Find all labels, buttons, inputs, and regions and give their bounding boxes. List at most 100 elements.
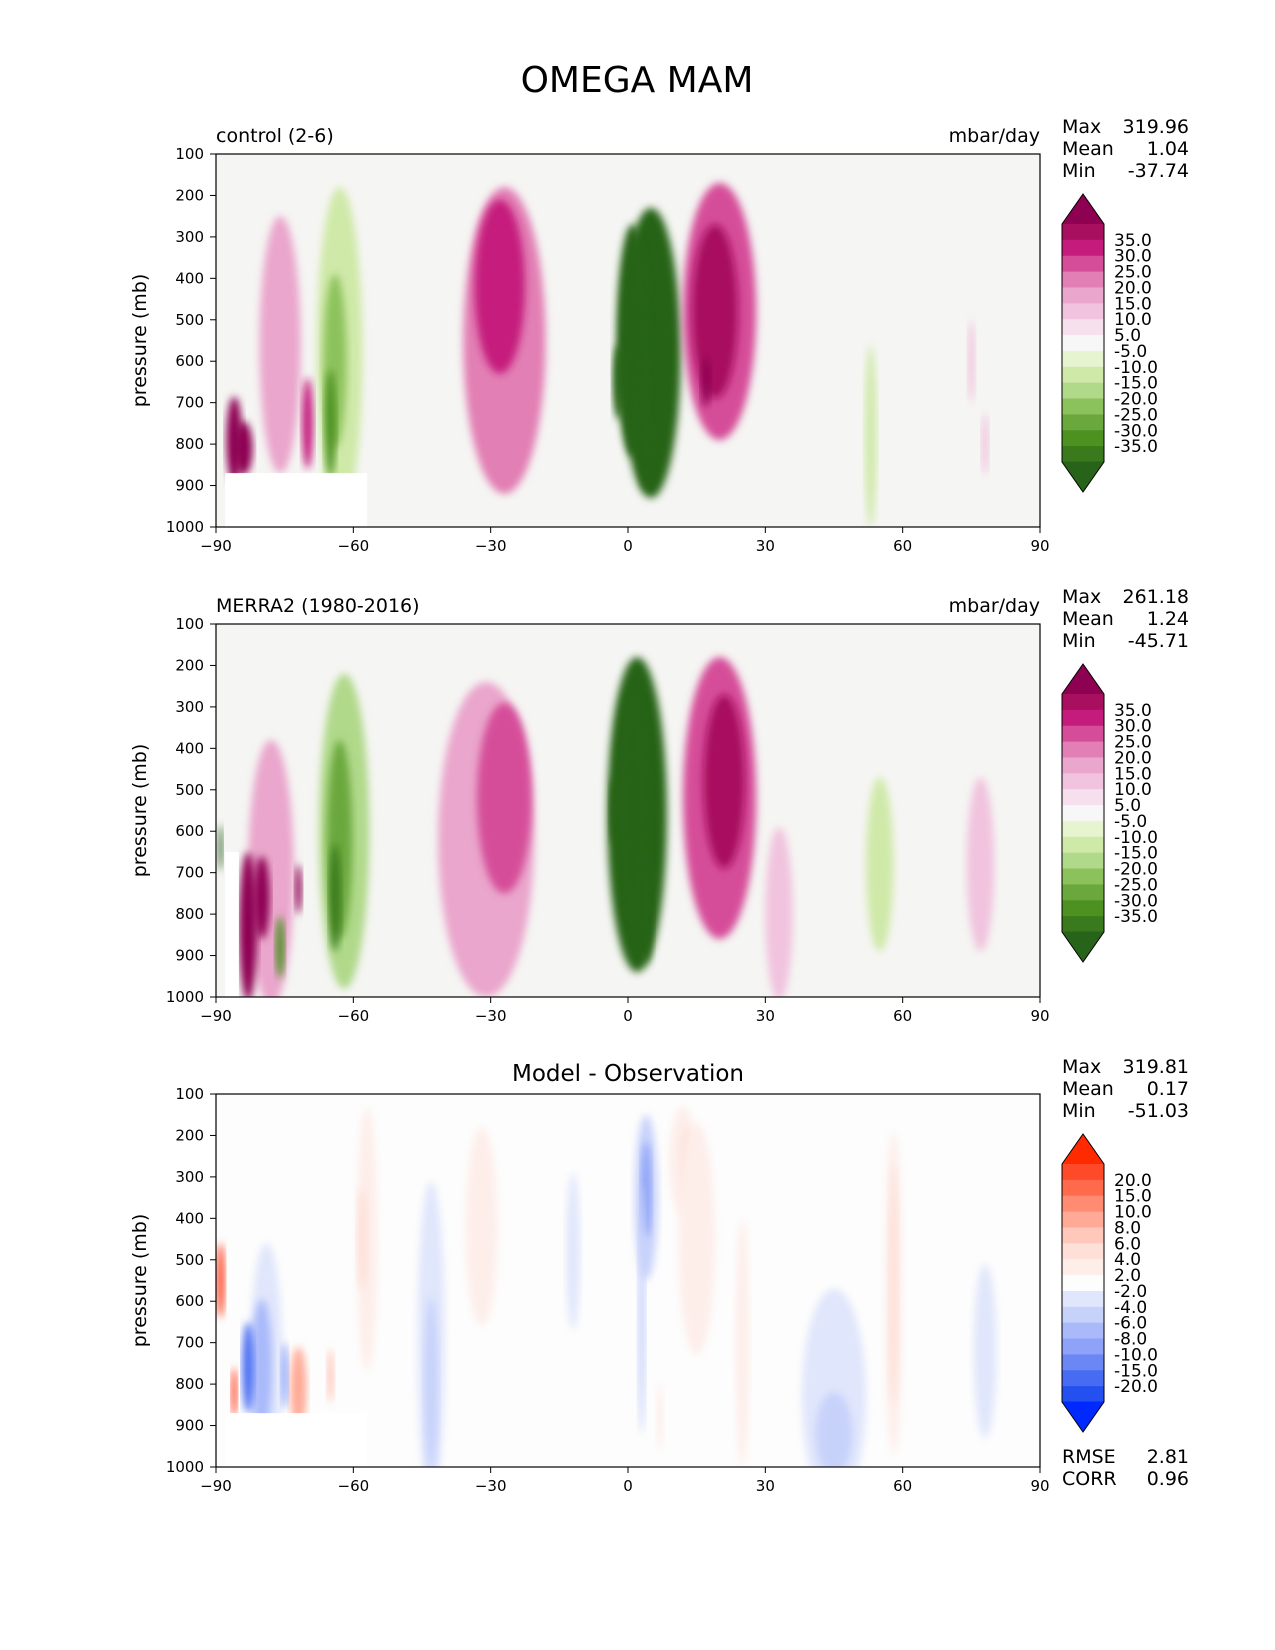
contour-region: [866, 777, 894, 952]
colorbar-label: -35.0: [1114, 907, 1158, 927]
colorbar-segment: [1062, 224, 1104, 241]
colorbar-outline: [1061, 1133, 1105, 1433]
contour-region: [566, 1172, 580, 1331]
contour-region: [735, 1218, 750, 1467]
y-tick-label: 1000: [166, 518, 204, 536]
contour-region: [238, 851, 258, 997]
stat-value: 0.17: [1147, 1078, 1189, 1100]
colorbar-label: 30.0: [1114, 717, 1152, 737]
y-tick-label: 200: [175, 186, 204, 204]
y-tick-label: 400: [175, 1209, 204, 1227]
colorbar-segment: [1062, 694, 1104, 711]
y-tick-label: 700: [175, 1334, 204, 1352]
colorbar-segment: [1062, 1386, 1104, 1403]
colorbar-extend-bottom: [1062, 461, 1104, 492]
colorbar-segment: [1062, 852, 1104, 870]
contour-region: [967, 319, 975, 403]
x-tick-label: 60: [893, 537, 912, 555]
y-axis-label: pressure (mb): [129, 1214, 151, 1348]
colorbar-label: 15.0: [1114, 1187, 1152, 1207]
colorbar-segment: [1062, 789, 1104, 806]
panel-units: mbar/day: [949, 595, 1040, 617]
y-tick-label: 700: [175, 864, 204, 882]
colorbar-outline: [1061, 193, 1105, 493]
colorbar-segment: [1062, 1259, 1104, 1276]
y-tick-label: 700: [175, 394, 204, 412]
contour-region: [981, 413, 989, 476]
colorbar-label: 25.0: [1114, 733, 1152, 753]
contour-region: [327, 1348, 334, 1403]
missing-data-mask: [225, 851, 239, 997]
contour-region: [639, 831, 654, 964]
figure-title: OMEGA MAM: [521, 60, 754, 101]
colorbar-extend-bottom: [1062, 931, 1104, 962]
y-tick-label: 200: [175, 1126, 204, 1144]
stat-value: 1.04: [1147, 138, 1189, 160]
colorbar-segment: [1062, 1354, 1104, 1371]
colorbar-label: 35.0: [1114, 701, 1152, 721]
colorbar-label: 10.0: [1114, 310, 1152, 330]
colorbar-label: 20.0: [1114, 1171, 1152, 1191]
panel-title-center: Model - Observation: [512, 1061, 744, 1087]
colorbar-segment: [1062, 1211, 1104, 1229]
stat-label: Max: [1062, 586, 1101, 608]
colorbar-label: -10.0: [1114, 1345, 1158, 1365]
panel-title-left: control (2-6): [216, 125, 334, 147]
x-tick-label: −60: [338, 1477, 370, 1495]
colorbar-label: 15.0: [1114, 294, 1152, 314]
panel-title-left: MERRA2 (1980-2016): [216, 595, 420, 617]
contour-region: [294, 864, 302, 915]
colorbar-segment: [1062, 430, 1104, 447]
stat-value: -51.03: [1128, 1100, 1189, 1122]
extra-stat-value: 0.96: [1147, 1468, 1189, 1490]
x-tick-label: 60: [893, 1477, 912, 1495]
stat-label: Min: [1062, 160, 1096, 182]
colorbar-label: 10.0: [1114, 1203, 1152, 1223]
colorbar-label: 8.0: [1114, 1218, 1141, 1238]
colorbar-label: -2.0: [1114, 1282, 1147, 1302]
contour-region: [888, 1164, 899, 1405]
x-tick-label: 90: [1030, 537, 1049, 555]
colorbar-segment: [1062, 319, 1104, 336]
colorbar-segment: [1062, 1227, 1104, 1244]
contour-region: [301, 377, 314, 469]
colorbar-label: 15.0: [1114, 764, 1152, 784]
colorbar-segment: [1062, 1306, 1104, 1324]
y-tick-label: 900: [175, 1417, 204, 1435]
colorbar-segment: [1062, 1195, 1104, 1213]
colorbar-segment: [1062, 709, 1104, 727]
colorbar-label: -15.0: [1114, 844, 1158, 864]
colorbar-label: -30.0: [1114, 891, 1158, 911]
colorbar-segment: [1062, 350, 1104, 368]
y-tick-label: 900: [175, 947, 204, 965]
stat-label: Max: [1062, 116, 1101, 138]
contour-field: [218, 657, 995, 997]
contour-region: [613, 344, 625, 420]
x-tick-label: −90: [200, 1477, 232, 1495]
extra-stat-label: RMSE: [1062, 1446, 1116, 1468]
colorbar-segment: [1062, 884, 1104, 901]
colorbar-segment: [1062, 1164, 1104, 1181]
colorbar-segment: [1062, 1275, 1104, 1292]
contour-region: [357, 1187, 368, 1291]
panel-units: mbar/day: [949, 125, 1040, 147]
colorbar: 35.030.025.020.015.010.05.0-5.0-10.0-15.…: [1061, 193, 1158, 493]
colorbar-segment: [1062, 916, 1104, 933]
colorbar-segment: [1062, 1338, 1104, 1355]
missing-data-mask: [225, 1413, 368, 1467]
colorbar-label: 5.0: [1114, 326, 1141, 346]
x-tick-label: −30: [475, 537, 507, 555]
colorbar-segment: [1062, 271, 1104, 289]
contour-region: [609, 777, 619, 844]
y-tick-label: 300: [175, 228, 204, 246]
colorbar-label: 2.0: [1114, 1266, 1141, 1286]
colorbar-segment: [1062, 366, 1104, 384]
x-tick-label: 30: [756, 537, 775, 555]
stat-label: Mean: [1062, 138, 1114, 160]
x-tick-label: 0: [623, 537, 633, 555]
contour-region: [703, 694, 745, 869]
colorbar-label: 20.0: [1114, 748, 1152, 768]
colorbar-label: 10.0: [1114, 780, 1152, 800]
colorbar-label: -30.0: [1114, 421, 1158, 441]
